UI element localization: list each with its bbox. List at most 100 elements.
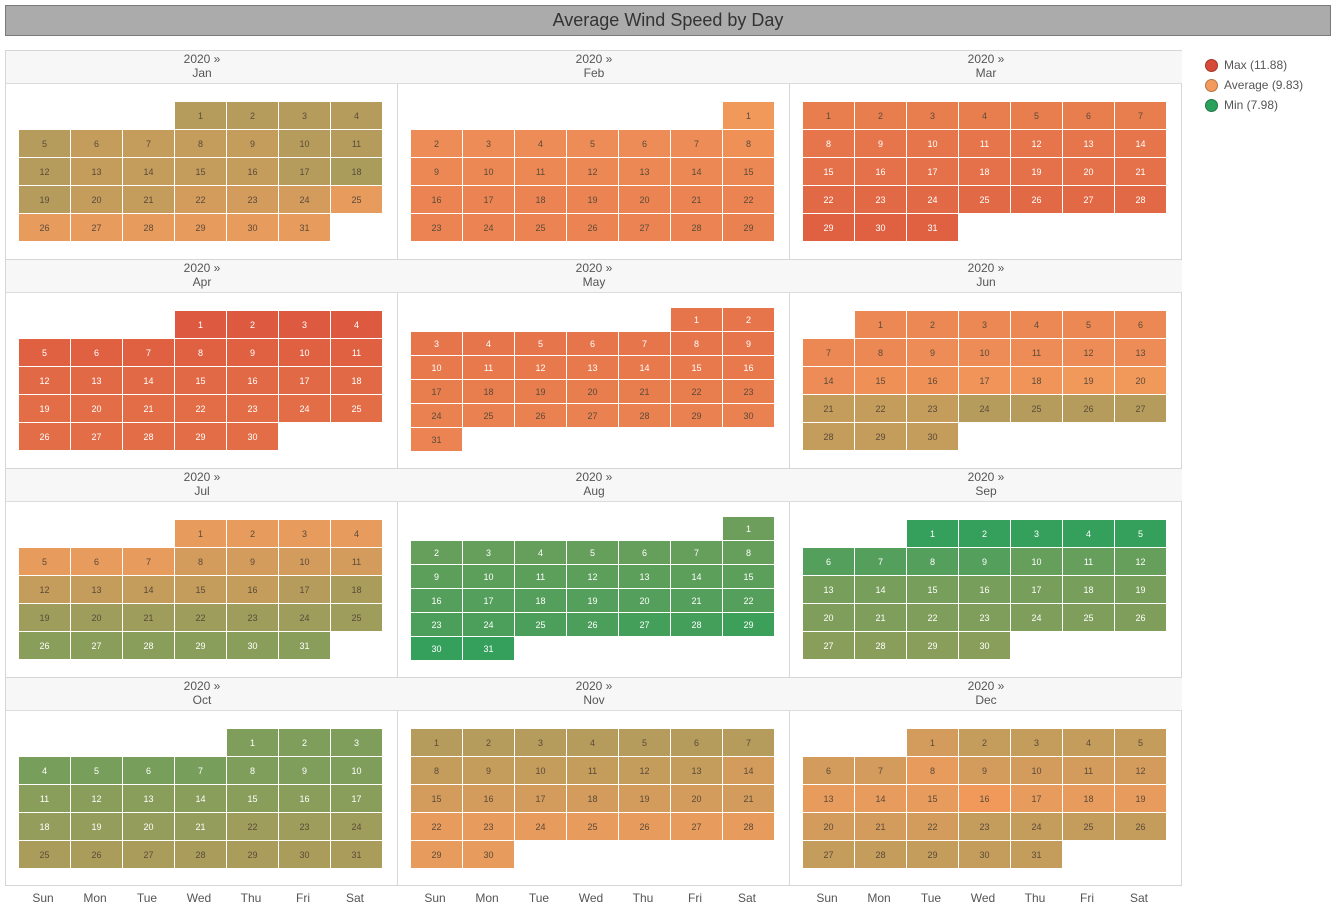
legend-item[interactable]: Min (7.98) — [1205, 95, 1303, 115]
day-cell[interactable]: 14 — [123, 576, 174, 603]
day-cell[interactable]: 6 — [71, 339, 122, 366]
day-cell[interactable]: 18 — [331, 576, 382, 603]
legend-item[interactable]: Average (9.83) — [1205, 75, 1303, 95]
day-cell[interactable]: 6 — [567, 332, 618, 355]
day-cell[interactable]: 6 — [671, 729, 722, 756]
day-cell[interactable]: 8 — [175, 339, 226, 366]
day-cell[interactable]: 20 — [71, 604, 122, 631]
day-cell[interactable]: 26 — [19, 423, 70, 450]
legend-item[interactable]: Max (11.88) — [1205, 55, 1303, 75]
day-cell[interactable]: 23 — [227, 604, 278, 631]
day-cell[interactable]: 25 — [515, 613, 566, 636]
day-cell[interactable]: 5 — [619, 729, 670, 756]
day-cell[interactable]: 16 — [959, 785, 1010, 812]
day-cell[interactable]: 2 — [227, 520, 278, 547]
day-cell[interactable]: 14 — [123, 367, 174, 394]
day-cell[interactable]: 15 — [227, 785, 278, 812]
day-cell[interactable]: 31 — [1011, 841, 1062, 868]
day-cell[interactable]: 22 — [411, 813, 462, 840]
day-cell[interactable]: 22 — [227, 813, 278, 840]
day-cell[interactable]: 8 — [907, 548, 958, 575]
day-cell[interactable]: 10 — [463, 565, 514, 588]
day-cell[interactable]: 23 — [411, 613, 462, 636]
day-cell[interactable]: 12 — [1115, 757, 1166, 784]
day-cell[interactable]: 23 — [227, 395, 278, 422]
day-cell[interactable]: 11 — [1063, 548, 1114, 575]
day-cell[interactable]: 18 — [19, 813, 70, 840]
day-cell[interactable]: 4 — [331, 102, 382, 129]
day-cell[interactable]: 29 — [175, 214, 226, 241]
day-cell[interactable]: 8 — [907, 757, 958, 784]
day-cell[interactable]: 27 — [671, 813, 722, 840]
day-cell[interactable]: 15 — [723, 158, 774, 185]
day-cell[interactable]: 6 — [619, 130, 670, 157]
day-cell[interactable]: 9 — [907, 339, 958, 366]
day-cell[interactable]: 9 — [959, 757, 1010, 784]
day-cell[interactable]: 24 — [1011, 604, 1062, 631]
day-cell[interactable]: 13 — [71, 367, 122, 394]
day-cell[interactable]: 14 — [671, 565, 722, 588]
day-cell[interactable]: 13 — [71, 158, 122, 185]
day-cell[interactable]: 16 — [227, 367, 278, 394]
day-cell[interactable]: 3 — [331, 729, 382, 756]
day-cell[interactable]: 3 — [1011, 729, 1062, 756]
day-cell[interactable]: 19 — [19, 395, 70, 422]
day-cell[interactable]: 7 — [671, 541, 722, 564]
day-cell[interactable]: 11 — [331, 548, 382, 575]
day-cell[interactable]: 5 — [1115, 729, 1166, 756]
day-cell[interactable]: 23 — [463, 813, 514, 840]
day-cell[interactable]: 5 — [567, 130, 618, 157]
day-cell[interactable]: 3 — [411, 332, 462, 355]
day-cell[interactable]: 13 — [123, 785, 174, 812]
day-cell[interactable]: 25 — [1063, 813, 1114, 840]
day-cell[interactable]: 5 — [19, 548, 70, 575]
day-cell[interactable]: 6 — [123, 757, 174, 784]
day-cell[interactable]: 22 — [803, 186, 854, 213]
day-cell[interactable]: 26 — [19, 632, 70, 659]
day-cell[interactable]: 6 — [803, 757, 854, 784]
day-cell[interactable]: 13 — [671, 757, 722, 784]
day-cell[interactable]: 15 — [411, 785, 462, 812]
day-cell[interactable]: 8 — [175, 548, 226, 575]
day-cell[interactable]: 9 — [463, 757, 514, 784]
day-cell[interactable]: 18 — [1063, 576, 1114, 603]
day-cell[interactable]: 1 — [671, 308, 722, 331]
day-cell[interactable]: 27 — [803, 632, 854, 659]
day-cell[interactable]: 22 — [671, 380, 722, 403]
month-header[interactable]: 2020 » Jul — [6, 469, 398, 502]
day-cell[interactable]: 16 — [411, 186, 462, 213]
day-cell[interactable]: 26 — [1115, 604, 1166, 631]
day-cell[interactable]: 22 — [175, 186, 226, 213]
day-cell[interactable]: 25 — [959, 186, 1010, 213]
month-header[interactable]: 2020 » Oct — [6, 678, 398, 711]
day-cell[interactable]: 3 — [463, 130, 514, 157]
day-cell[interactable]: 17 — [279, 576, 330, 603]
day-cell[interactable]: 14 — [175, 785, 226, 812]
day-cell[interactable]: 6 — [1115, 311, 1166, 338]
day-cell[interactable]: 27 — [803, 841, 854, 868]
day-cell[interactable]: 2 — [227, 102, 278, 129]
day-cell[interactable]: 16 — [959, 576, 1010, 603]
month-header[interactable]: 2020 » May — [398, 260, 790, 293]
day-cell[interactable]: 18 — [515, 589, 566, 612]
day-cell[interactable]: 4 — [1063, 520, 1114, 547]
day-cell[interactable]: 13 — [619, 158, 670, 185]
day-cell[interactable]: 31 — [279, 632, 330, 659]
month-header[interactable]: 2020 » Jun — [790, 260, 1182, 293]
day-cell[interactable]: 21 — [1115, 158, 1166, 185]
day-cell[interactable]: 23 — [959, 813, 1010, 840]
day-cell[interactable]: 17 — [279, 367, 330, 394]
day-cell[interactable]: 24 — [1011, 813, 1062, 840]
day-cell[interactable]: 25 — [331, 604, 382, 631]
day-cell[interactable]: 19 — [1011, 158, 1062, 185]
day-cell[interactable]: 16 — [279, 785, 330, 812]
day-cell[interactable]: 17 — [1011, 785, 1062, 812]
day-cell[interactable]: 13 — [619, 565, 670, 588]
day-cell[interactable]: 30 — [227, 632, 278, 659]
day-cell[interactable]: 20 — [567, 380, 618, 403]
day-cell[interactable]: 16 — [411, 589, 462, 612]
day-cell[interactable]: 12 — [19, 576, 70, 603]
day-cell[interactable]: 1 — [723, 517, 774, 540]
day-cell[interactable]: 4 — [19, 757, 70, 784]
day-cell[interactable]: 29 — [175, 423, 226, 450]
